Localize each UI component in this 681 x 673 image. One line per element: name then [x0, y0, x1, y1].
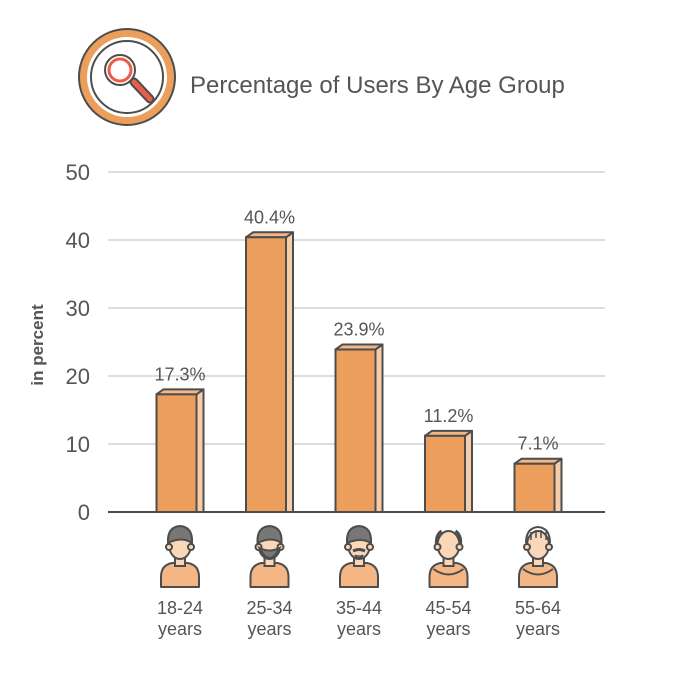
- y-tick-labels: 0 10 20 30 40 50: [66, 160, 90, 525]
- x-tick-label-line: years: [426, 619, 470, 639]
- mustache-man-icon: [339, 524, 379, 588]
- value-label: 7.1%: [517, 434, 558, 454]
- y-axis-label: in percent: [28, 304, 47, 386]
- x-tick-label-line: 35-44: [336, 598, 382, 618]
- bar: [513, 457, 563, 513]
- x-tick-label-line: 45-54: [425, 598, 471, 618]
- value-label: 17.3%: [154, 364, 205, 384]
- bar: [155, 388, 205, 513]
- y-tick-label: 40: [66, 228, 90, 253]
- x-tick-label-line: 25-34: [246, 598, 292, 618]
- x-tick-label-line: years: [516, 619, 560, 639]
- x-tick-label-line: 55-64: [515, 598, 561, 618]
- x-tick-label-line: years: [247, 619, 291, 639]
- x-tick-label-line: 18-24: [157, 598, 203, 618]
- category-icons: [160, 524, 558, 588]
- chart-title: Percentage of Users By Age Group: [190, 72, 565, 99]
- x-tick-label: 18-24 years: [157, 598, 203, 639]
- bar: [245, 231, 294, 513]
- y-tick-label: 0: [78, 500, 90, 525]
- bar: [424, 429, 473, 513]
- x-tick-label: 45-54 years: [425, 598, 471, 639]
- x-tick-label: 55-64 years: [515, 598, 561, 639]
- x-tick-label: 35-44 years: [336, 598, 382, 639]
- magnifier-icon: [78, 28, 176, 126]
- y-tick-label: 10: [66, 432, 90, 457]
- x-tick-label-line: years: [337, 619, 381, 639]
- value-labels: 17.3% 40.4% 23.9% 11.2% 7.1%: [154, 207, 558, 453]
- elderly-man-icon: [518, 525, 558, 588]
- young-man-icon: [160, 524, 200, 588]
- balding-man-icon: [428, 529, 469, 588]
- y-tick-label: 50: [66, 160, 90, 185]
- value-label: 40.4%: [244, 207, 295, 227]
- x-tick-label: 25-34 years: [246, 598, 292, 639]
- bar: [334, 343, 384, 514]
- y-tick-label: 30: [66, 296, 90, 321]
- bars: [155, 231, 563, 514]
- value-label: 23.9%: [333, 319, 384, 339]
- bearded-man-icon: [249, 524, 290, 588]
- y-tick-label: 20: [66, 364, 90, 389]
- value-label: 11.2%: [424, 406, 474, 426]
- x-tick-label-line: years: [158, 619, 202, 639]
